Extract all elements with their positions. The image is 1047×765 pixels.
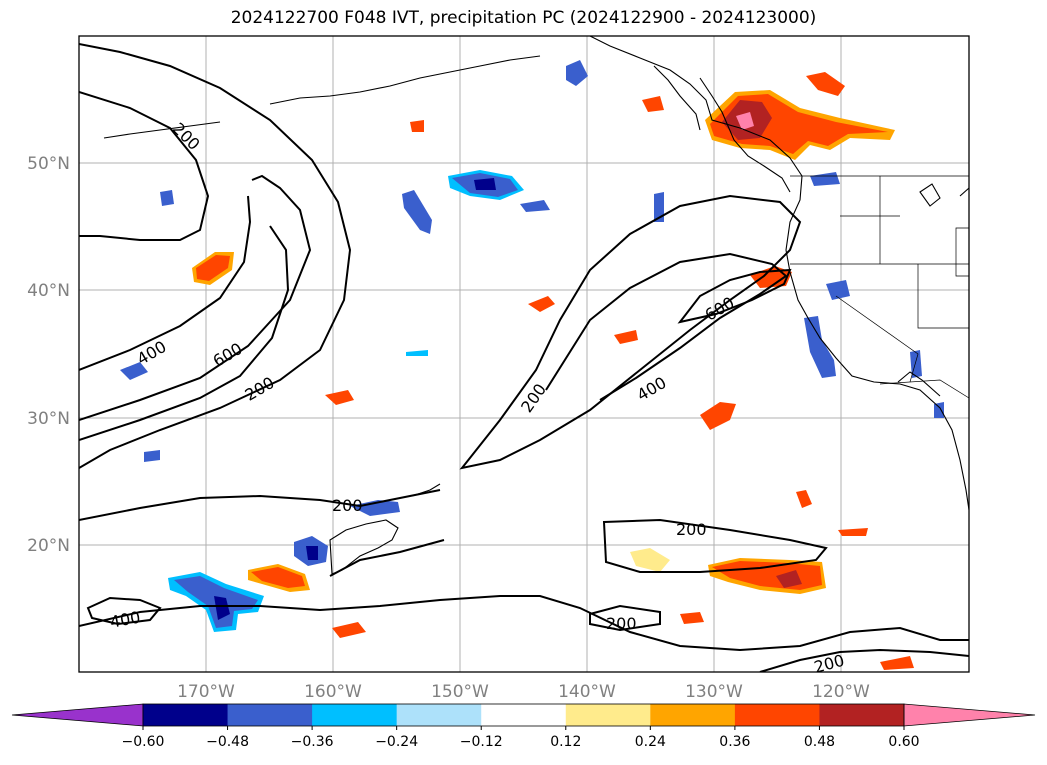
ivt-contour <box>602 518 828 573</box>
precip-blob <box>700 402 736 430</box>
ivt-contours <box>79 43 969 672</box>
precip-blob <box>810 172 840 186</box>
lon-label: 170°W <box>177 682 235 702</box>
colorbar-segment <box>650 704 736 726</box>
colorbar-tick-label: −0.48 <box>206 734 249 750</box>
ivt-contour <box>759 648 969 672</box>
ivt-contour <box>79 225 290 441</box>
precip-blob <box>680 612 704 624</box>
lon-label: 130°W <box>685 682 743 702</box>
colorbar-tick-label: 0.48 <box>804 734 835 750</box>
precip-blob <box>934 402 944 418</box>
colorbar-extend-min <box>11 703 144 727</box>
precip-blob <box>144 450 160 462</box>
contour-label: 200 <box>606 614 637 633</box>
ivt-contour <box>459 194 802 470</box>
lat-label: 30°N <box>27 409 70 429</box>
contour-label: 200 <box>676 520 707 539</box>
ivt-contour <box>79 91 210 241</box>
precip-blob <box>804 316 836 378</box>
precip-blob <box>332 622 366 638</box>
ivt-contour <box>79 489 441 521</box>
colorbar-segment <box>819 704 905 726</box>
lon-label: 120°W <box>812 682 870 702</box>
precip-blob <box>776 570 802 588</box>
colorbar-tick-label: −0.60 <box>122 734 165 750</box>
precip-blob <box>196 255 230 281</box>
precip-positive <box>192 72 914 670</box>
precip-blob <box>402 190 432 234</box>
precip-blob <box>806 72 845 96</box>
colorbar-tick-label: 0.24 <box>635 734 666 750</box>
precip-blob <box>826 280 850 300</box>
precip-blob <box>838 528 868 536</box>
longitude-labels: 170°W 160°W 150°W 140°W 130°W 120°W <box>177 682 870 702</box>
colorbar-segment <box>396 704 482 726</box>
precip-blob <box>325 390 354 405</box>
precip-blob <box>642 96 664 112</box>
colorbar-tick-label: 0.12 <box>550 734 581 750</box>
precip-blob <box>654 192 664 222</box>
colorbar-segment <box>143 704 229 726</box>
precip-blob <box>796 490 812 508</box>
precip-blob <box>251 567 305 588</box>
colorbar-tick-label: 0.36 <box>719 734 750 750</box>
ivt-contour <box>79 595 969 652</box>
gridlines <box>79 36 969 672</box>
colorbar-tick-label: −0.36 <box>291 734 334 750</box>
contour-label: 200 <box>332 496 363 515</box>
precip-blob <box>214 596 230 620</box>
precip-blob <box>630 548 670 572</box>
precip-blob <box>120 362 148 380</box>
precip-blob <box>736 112 754 130</box>
colorbar-ticks: −0.60 −0.48 −0.36 −0.24 −0.12 0.12 0.24 0.36 0.4… <box>122 726 920 750</box>
precip-blob <box>474 178 496 190</box>
lat-label: 50°N <box>27 154 70 174</box>
ivt-contour <box>589 604 661 632</box>
precip-blob <box>614 330 638 344</box>
precip-blob <box>566 60 588 86</box>
precip-negative <box>120 60 944 632</box>
coastlines <box>103 36 969 575</box>
colorbar-segment <box>312 704 398 726</box>
precip-blob <box>350 500 400 516</box>
precip-blob <box>528 296 555 312</box>
state-borders <box>790 175 969 399</box>
precip-blob <box>410 120 424 132</box>
ivt-contour <box>677 268 792 324</box>
lat-label: 20°N <box>27 536 70 556</box>
colorbar-tick-label: −0.24 <box>375 734 418 750</box>
precip-blob <box>160 190 174 206</box>
colorbar-segment <box>734 704 820 726</box>
colorbar-segment <box>565 704 651 726</box>
map-frame <box>78 35 970 673</box>
lon-label: 150°W <box>431 682 489 702</box>
ivt-contour <box>79 195 252 371</box>
ivt-contour <box>79 43 352 469</box>
colorbar-frame <box>142 703 905 727</box>
precip-blob <box>520 200 550 212</box>
colorbar-extend-max <box>903 703 1036 727</box>
colorbar-segment <box>481 704 567 726</box>
lon-label: 160°W <box>304 682 362 702</box>
latitude-labels: 50°N 40°N 30°N 20°N <box>27 154 70 556</box>
colorbar-segment <box>227 704 313 726</box>
ivt-contour <box>329 539 445 577</box>
lon-label: 140°W <box>558 682 616 702</box>
precip-blob <box>880 656 914 670</box>
ivt-contour <box>86 596 162 626</box>
map-title: 2024122700 F048 IVT, precipitation PC (2… <box>230 8 817 28</box>
ivt-contour <box>79 174 312 421</box>
precip-blob <box>406 350 428 356</box>
colorbar-tick-label: −0.12 <box>460 734 503 750</box>
lat-label: 40°N <box>27 281 70 301</box>
contour-label: 200 <box>812 651 846 677</box>
colorbar <box>11 703 1036 727</box>
precip-blob <box>306 546 318 560</box>
colorbar-tick-label: 0.60 <box>888 734 919 750</box>
